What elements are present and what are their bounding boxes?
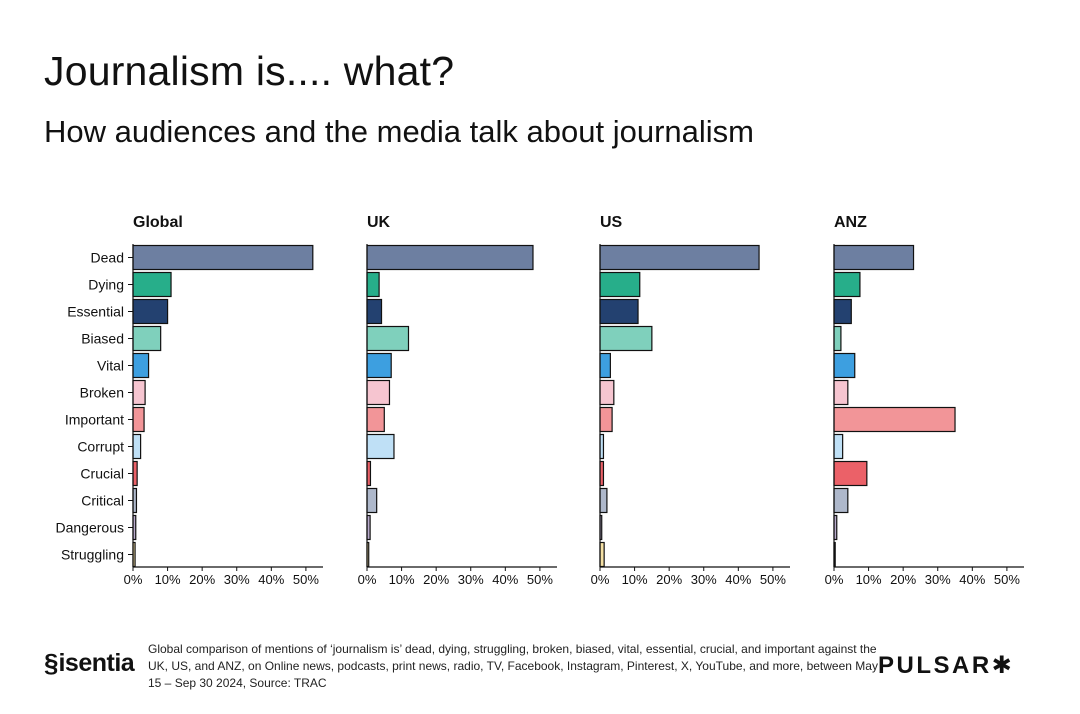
category-label-biased: Biased [81, 331, 124, 347]
category-label-dying: Dying [88, 277, 124, 293]
bar-uk-essential [366, 298, 383, 325]
bar-uk-broken [366, 379, 391, 406]
bar-anz-critical [833, 487, 849, 514]
asterisk-icon: ✱ [991, 652, 1015, 679]
bar-us-essential [599, 298, 639, 325]
panel-title-global: Global [133, 214, 183, 231]
x-tick-label-anz-4: 40% [959, 572, 985, 587]
x-tick-label-global-3: 30% [224, 572, 250, 587]
category-label-important: Important [65, 412, 124, 428]
isentia-mark-icon: § [44, 648, 59, 678]
bar-us-vital [599, 352, 611, 379]
bar-global-important [132, 406, 145, 433]
x-tick-label-global-1: 10% [155, 572, 181, 587]
isentia-logo: § isentia [44, 648, 135, 678]
bar-global-vital [132, 352, 150, 379]
category-label-broken: Broken [80, 385, 124, 401]
bar-anz-important [833, 406, 956, 433]
x-tick-label-uk-1: 10% [389, 572, 415, 587]
x-tick-label-global-2: 20% [189, 572, 215, 587]
bar-us-struggling [599, 541, 605, 568]
x-tick-label-global-0: 0% [124, 572, 143, 587]
bar-uk-important [366, 406, 385, 433]
bar-uk-vital [366, 352, 392, 379]
panel-title-uk: UK [367, 214, 391, 231]
bar-global-broken [132, 379, 146, 406]
panel-title-us: US [600, 214, 623, 231]
page-title: Journalism is.... what? [44, 48, 455, 94]
x-tick-label-uk-3: 30% [458, 572, 484, 587]
bar-anz-essential [833, 298, 852, 325]
pulsar-logo: PULSAR✱ [878, 654, 1014, 678]
bar-global-dead [132, 244, 314, 271]
bar-us-important [599, 406, 613, 433]
bar-us-biased [599, 325, 653, 352]
x-tick-label-global-4: 40% [258, 572, 284, 587]
x-tick-label-global-5: 50% [293, 572, 319, 587]
category-label-crucial: Crucial [80, 466, 124, 482]
bar-global-dying [132, 271, 172, 298]
x-tick-label-us-3: 30% [691, 572, 717, 587]
x-tick-label-us-0: 0% [591, 572, 610, 587]
panel-title-anz: ANZ [834, 214, 867, 231]
category-label-critical: Critical [81, 493, 124, 509]
category-label-dead: Dead [91, 250, 124, 266]
bar-global-essential [132, 298, 169, 325]
x-tick-label-us-1: 10% [622, 572, 648, 587]
footnote: Global comparison of mentions of ‘journa… [148, 642, 878, 690]
bar-uk-corrupt [366, 433, 395, 460]
bar-anz-broken [833, 379, 849, 406]
x-tick-label-anz-3: 30% [925, 572, 951, 587]
bar-global-corrupt [132, 433, 142, 460]
category-label-dangerous: Dangerous [56, 520, 125, 536]
bar-uk-biased [366, 325, 410, 352]
bar-anz-corrupt [833, 433, 844, 460]
x-tick-label-us-5: 50% [760, 572, 786, 587]
pulsar-wordmark: PULSAR [878, 652, 992, 679]
bar-anz-crucial [833, 460, 868, 487]
x-tick-label-us-4: 40% [725, 572, 751, 587]
x-tick-label-uk-4: 40% [492, 572, 518, 587]
x-tick-label-uk-5: 50% [527, 572, 553, 587]
bar-uk-dead [366, 244, 534, 271]
bar-uk-dying [366, 271, 380, 298]
bar-us-broken [599, 379, 615, 406]
category-label-corrupt: Corrupt [77, 439, 124, 455]
bar-global-biased [132, 325, 162, 352]
bar-us-dying [599, 271, 641, 298]
category-label-struggling: Struggling [61, 547, 124, 563]
category-label-vital: Vital [97, 358, 124, 374]
x-tick-label-us-2: 20% [656, 572, 682, 587]
isentia-wordmark: isentia [58, 648, 135, 677]
bar-anz-biased [833, 325, 842, 352]
bar-anz-dead [833, 244, 915, 271]
x-tick-label-anz-0: 0% [825, 572, 844, 587]
bar-uk-critical [366, 487, 378, 514]
bar-us-dead [599, 244, 760, 271]
x-tick-label-anz-1: 10% [856, 572, 882, 587]
category-label-essential: Essential [67, 304, 124, 320]
bar-anz-vital [833, 352, 856, 379]
x-tick-label-anz-2: 20% [890, 572, 916, 587]
bar-anz-dying [833, 271, 861, 298]
x-tick-label-uk-2: 20% [423, 572, 449, 587]
page-subtitle: How audiences and the media talk about j… [44, 114, 754, 149]
bar-us-critical [599, 487, 608, 514]
x-tick-label-anz-5: 50% [994, 572, 1020, 587]
x-tick-label-uk-0: 0% [358, 572, 377, 587]
bar-global-crucial [132, 460, 138, 487]
